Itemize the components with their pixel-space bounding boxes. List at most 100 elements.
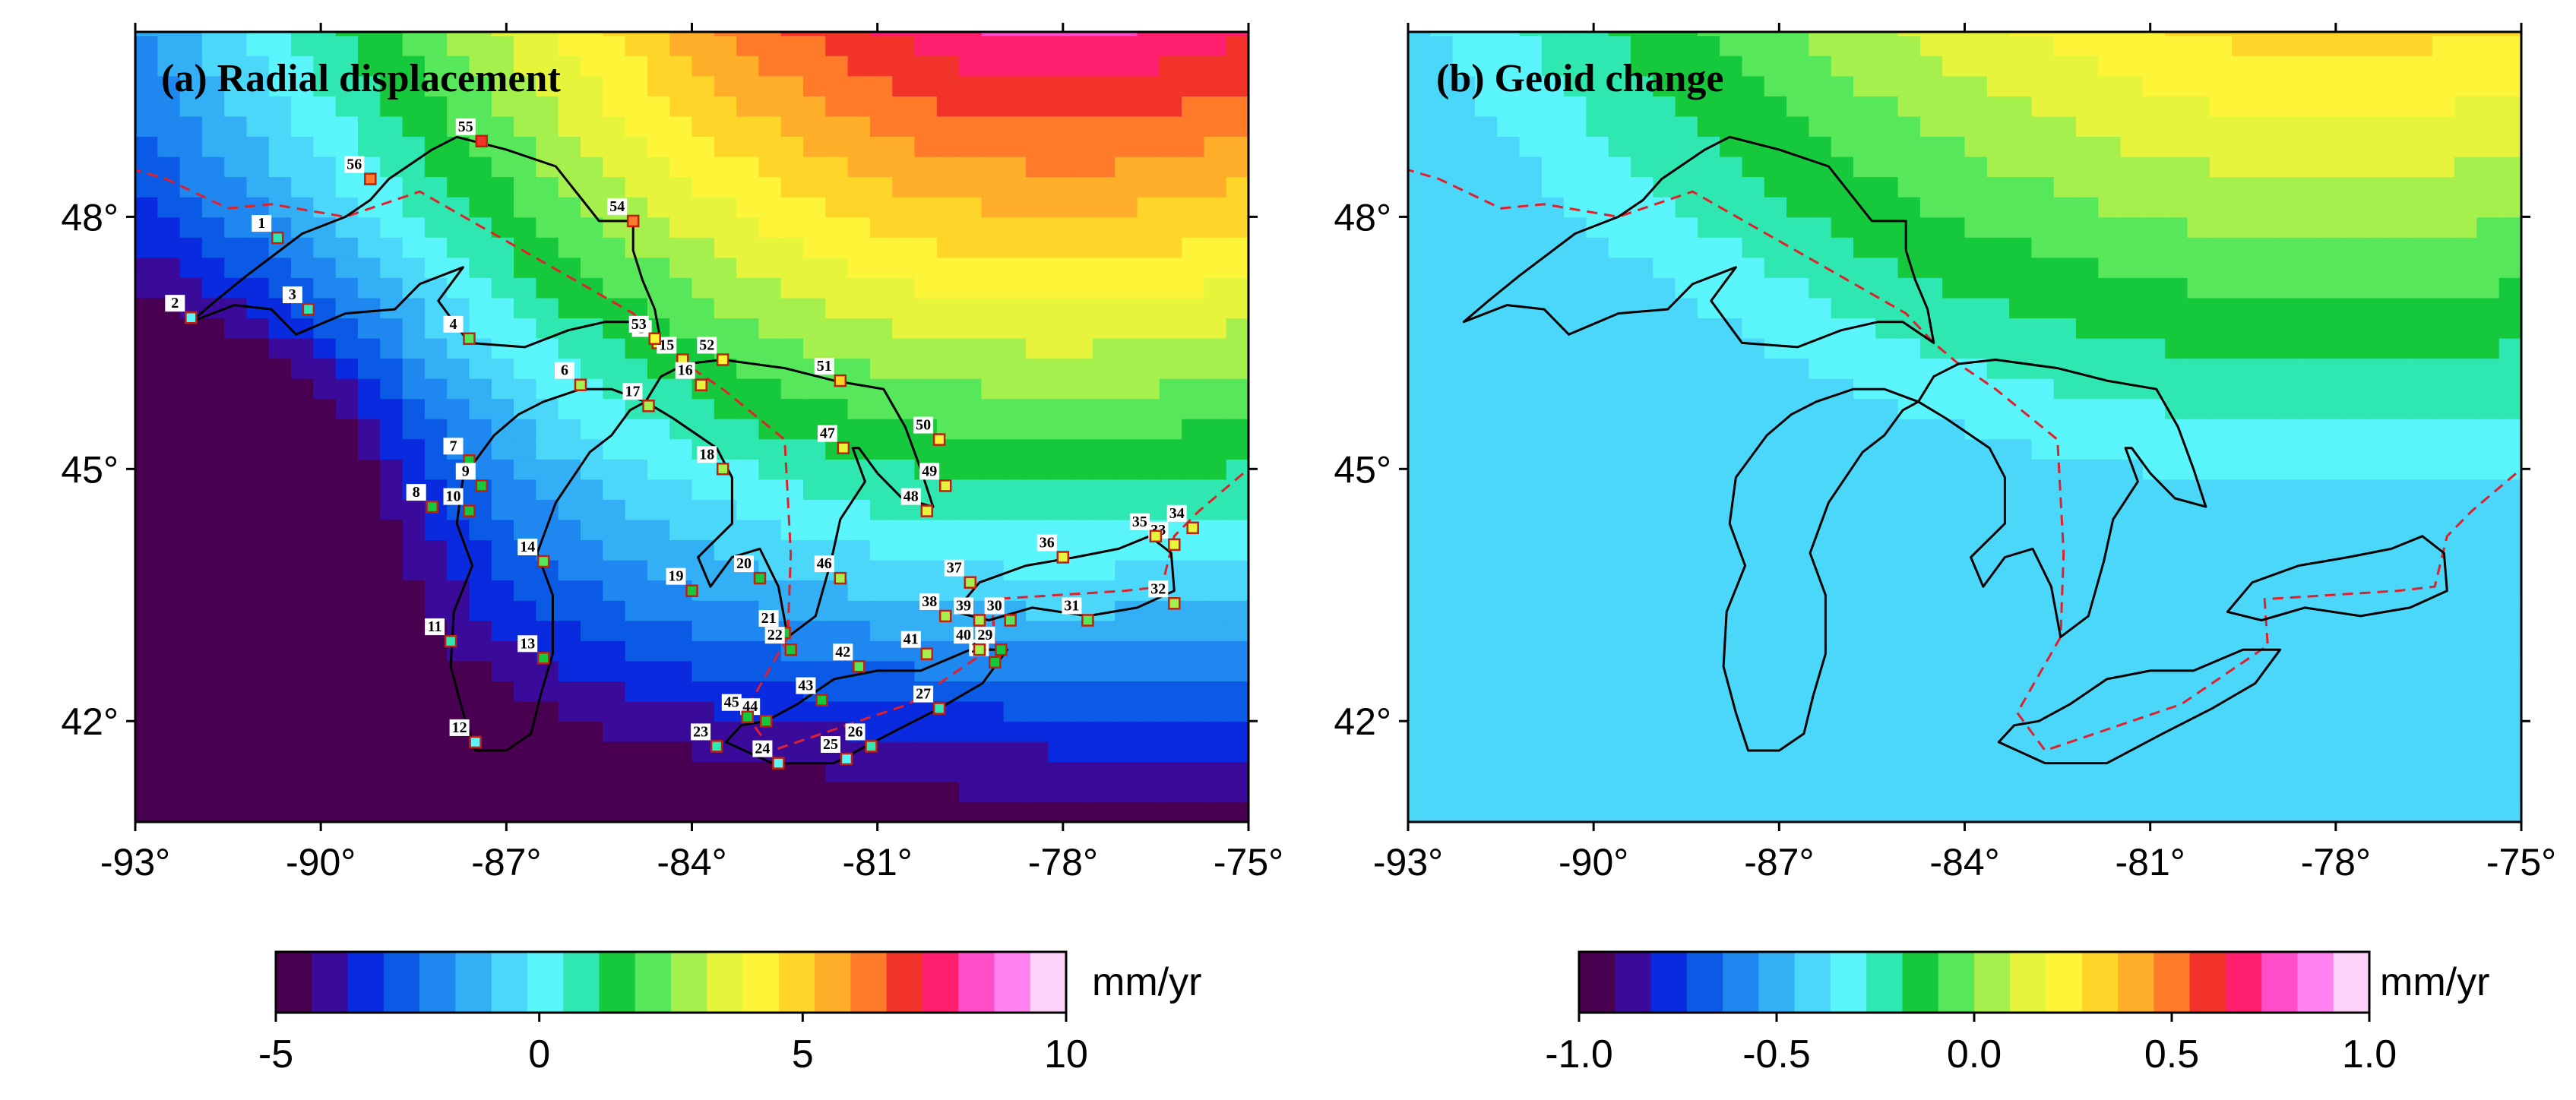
field-cell — [2276, 176, 2299, 198]
field-cell — [536, 761, 559, 782]
field-cell — [1653, 499, 1676, 520]
x-tick-label: -84° — [657, 841, 726, 883]
field-cell — [1742, 700, 1765, 722]
field-cell — [936, 358, 960, 379]
x-tick-label: -93° — [1373, 841, 1443, 883]
field-cell — [2053, 721, 2077, 742]
station-marker — [475, 134, 489, 148]
station-marker — [426, 500, 438, 514]
field-cell — [179, 337, 203, 359]
field-cell — [1764, 277, 1787, 299]
field-cell — [1631, 700, 1654, 722]
field-cell — [1070, 418, 1093, 440]
field-cell — [714, 217, 737, 238]
field-cell — [2187, 35, 2210, 56]
station-id: 6 — [561, 362, 568, 379]
field-cell — [1786, 681, 1810, 702]
field-cell — [1070, 75, 1093, 96]
field-cell — [1474, 479, 1498, 500]
field-cell — [491, 559, 514, 581]
field-cell — [758, 519, 782, 541]
field-cell — [1653, 660, 1676, 681]
field-cell — [2498, 136, 2521, 157]
field-cell — [981, 237, 1005, 258]
field-cell — [179, 620, 203, 641]
field-cell — [1786, 519, 1810, 541]
field-cell — [1942, 479, 1966, 500]
field-cell — [1697, 318, 1720, 339]
field-cell — [1986, 136, 2010, 157]
field-cell — [2120, 115, 2144, 137]
lake-michigan-shoreline — [449, 387, 647, 752]
field-cell — [2031, 479, 2055, 500]
field-cell — [2187, 559, 2210, 581]
field-cell — [2432, 337, 2455, 359]
field-cell — [558, 519, 581, 541]
field-cell — [669, 620, 693, 641]
field-cell — [758, 358, 782, 379]
field-cell — [1631, 620, 1654, 641]
field-cell — [246, 660, 270, 681]
field-cell — [1204, 418, 1227, 440]
field-cell — [268, 156, 292, 178]
field-cell — [1519, 55, 1543, 77]
field-cell — [268, 580, 292, 601]
field-cell — [1964, 519, 1988, 541]
field-cell — [358, 640, 381, 662]
field-cell — [1809, 398, 1832, 419]
field-cell — [1497, 801, 1521, 822]
field-cell — [335, 418, 359, 440]
station-marker — [1149, 529, 1163, 543]
field-cell — [135, 721, 159, 742]
field-cell — [847, 801, 871, 822]
field-cell — [758, 196, 782, 218]
field-cell — [335, 599, 359, 621]
field-cell — [2165, 801, 2188, 822]
field-cell — [2009, 599, 2033, 621]
field-cell — [1653, 75, 1676, 96]
field-cell — [313, 801, 337, 822]
field-cell — [2031, 35, 2055, 56]
field-cell — [780, 801, 804, 822]
label-box — [1148, 580, 1169, 598]
field-cell — [1831, 96, 1854, 117]
field-cell — [2142, 761, 2166, 782]
station-label: 52 — [697, 337, 717, 354]
field-cell — [1919, 721, 1943, 742]
station-label: 11 — [425, 618, 445, 636]
field-cell — [2187, 96, 2210, 117]
field-cell — [1519, 741, 1543, 763]
field-cell — [1003, 318, 1027, 339]
field-cell — [1608, 136, 1631, 157]
field-cell — [2120, 640, 2144, 662]
field-cell — [1608, 681, 1631, 702]
field-cell — [1586, 459, 1609, 480]
field-cell — [780, 115, 804, 137]
field-cell — [780, 337, 804, 359]
field-cell — [2187, 741, 2210, 763]
field-cell — [1519, 277, 1543, 299]
field-cell — [514, 55, 537, 77]
field-cell — [1720, 32, 1743, 36]
field-cell — [869, 115, 893, 137]
field-cell — [1541, 499, 1565, 520]
field-cell — [1026, 781, 1049, 803]
field-cell — [1586, 32, 1609, 36]
station-id: 42 — [835, 643, 850, 660]
field-cell — [2476, 358, 2500, 379]
field-cell — [2187, 721, 2210, 742]
field-cell — [780, 196, 804, 218]
field-cell — [758, 55, 782, 77]
field-cell — [179, 35, 203, 56]
field-cell — [736, 519, 760, 541]
station-label: 4 — [443, 315, 464, 333]
field-cell — [959, 217, 983, 238]
field-cell — [1586, 35, 1609, 56]
field-cell — [402, 176, 426, 198]
label-box — [697, 337, 717, 354]
field-cell — [1248, 439, 1271, 460]
station-id: 41 — [903, 631, 919, 648]
field-cell — [691, 136, 715, 157]
field-cell — [1964, 721, 1988, 742]
station-47: 47 — [817, 425, 850, 454]
